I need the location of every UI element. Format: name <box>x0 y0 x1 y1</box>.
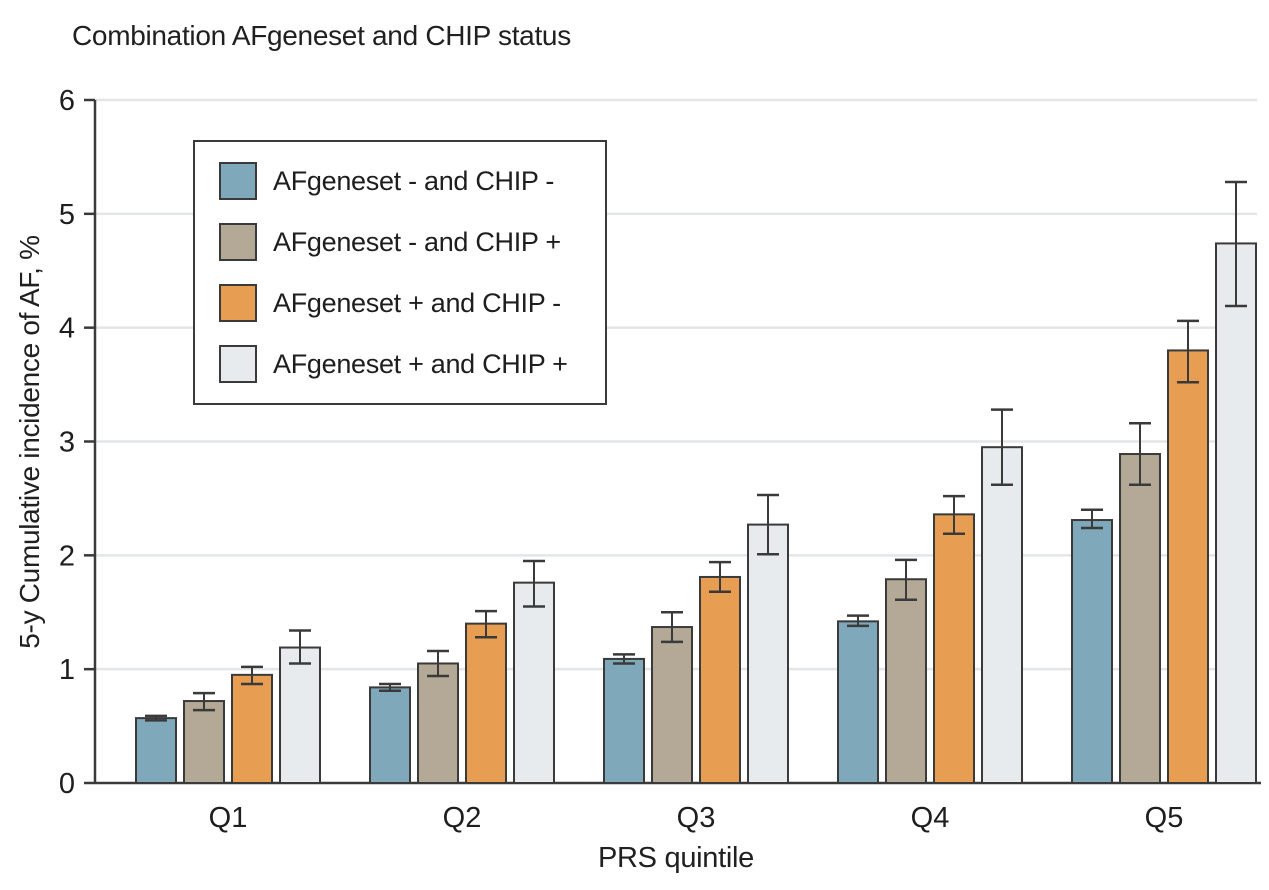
legend-item-2: AFgeneset - and CHIP + <box>219 223 605 261</box>
legend-label: AFgeneset + and CHIP + <box>273 348 568 379</box>
bar-Q1-s2 <box>183 700 225 784</box>
x-tick-label-Q2: Q2 <box>443 802 482 834</box>
y-tick-label: 3 <box>59 427 75 459</box>
y-tick-label: 5 <box>59 199 75 231</box>
bar-Q3-s3 <box>699 575 741 784</box>
bar-Q3-s4 <box>747 523 789 784</box>
legend-swatch-icon <box>219 284 257 322</box>
bar-Q5-s1 <box>1071 519 1113 784</box>
chart-title: Combination AFgeneset and CHIP status <box>72 20 571 51</box>
bar-Q4-s4 <box>981 446 1023 784</box>
bar-Q5-s2 <box>1119 453 1161 784</box>
x-tick-label-Q1: Q1 <box>209 802 248 834</box>
legend-item-4: AFgeneset + and CHIP + <box>219 345 605 383</box>
bar-Q1-s4 <box>279 646 321 784</box>
bar-Q4-s3 <box>933 513 975 784</box>
bar-Q3-s2 <box>651 626 693 784</box>
bar-Q5-s3 <box>1167 349 1209 784</box>
y-tick-label: 6 <box>59 85 75 117</box>
y-tick-label: 4 <box>59 313 75 345</box>
bar-Q2-s1 <box>369 686 411 785</box>
x-axis-title: PRS quintile <box>598 842 754 874</box>
y-tick-label: 1 <box>59 654 75 686</box>
legend-label: AFgeneset + and CHIP - <box>273 287 561 318</box>
y-tick-label: 0 <box>59 768 75 800</box>
x-tick-label-Q4: Q4 <box>911 802 950 834</box>
legend-swatch-icon <box>219 223 257 261</box>
y-tick-label: 2 <box>59 540 75 572</box>
legend-box: AFgeneset - and CHIP - AFgeneset - and CH… <box>193 140 607 405</box>
bar-Q1-s3 <box>231 673 273 785</box>
legend-label: AFgeneset - and CHIP + <box>273 226 561 257</box>
bar-Q2-s3 <box>465 622 507 785</box>
legend-item-1: AFgeneset - and CHIP - <box>219 162 605 200</box>
legend-swatch-icon <box>219 345 257 383</box>
legend-item-3: AFgeneset + and CHIP - <box>219 284 605 322</box>
bar-Q1-s1 <box>135 717 177 784</box>
bar-Q2-s4 <box>513 581 555 784</box>
bar-Q3-s1 <box>603 657 645 785</box>
legend-swatch-icon <box>219 162 257 200</box>
x-tick-label-Q5: Q5 <box>1145 802 1184 834</box>
bar-Q4-s2 <box>885 578 927 785</box>
bar-Q5-s4 <box>1215 242 1257 784</box>
bar-Q4-s1 <box>837 620 879 785</box>
x-tick-label-Q3: Q3 <box>677 802 716 834</box>
legend-label: AFgeneset - and CHIP - <box>273 165 555 196</box>
bar-Q2-s2 <box>417 662 459 784</box>
